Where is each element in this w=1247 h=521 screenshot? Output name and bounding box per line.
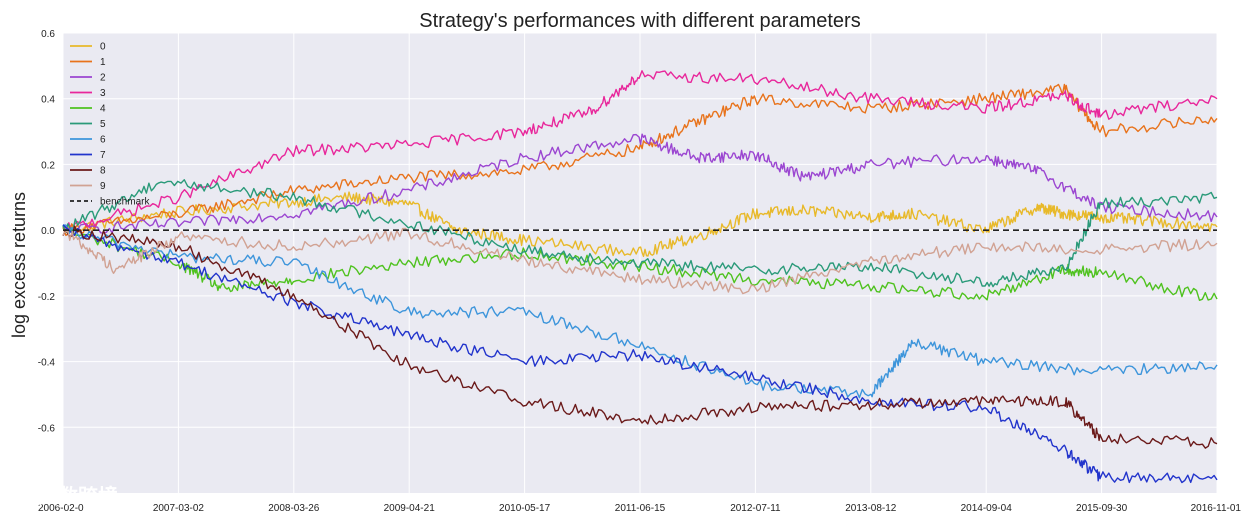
x-axis-ticks: 2006-02-0 2007-03-02 2008-03-26 2009-04-21 2… (38, 503, 1241, 514)
legend-label: 2 (100, 73, 106, 84)
y-tick-label: 0.0 (41, 226, 55, 237)
y-axis-label: log excess returns (9, 192, 29, 338)
series-line-3 (62, 70, 1218, 233)
x-tick-label: 2006-02-0 (38, 503, 84, 514)
x-tick-label: 2013-08-12 (845, 503, 897, 514)
legend-label: 5 (100, 119, 106, 130)
y-tick-label: 0.2 (41, 160, 55, 171)
legend-label: 4 (100, 104, 106, 115)
series-line-5 (62, 179, 1218, 288)
watermark: 大数跨境 (38, 484, 118, 508)
x-tick-label: 2012-07-11 (730, 503, 781, 514)
y-tick-label: -0.2 (38, 292, 56, 303)
x-tick-label: 2011-06-15 (615, 503, 666, 514)
x-tick-label: 2007-03-02 (153, 503, 205, 514)
legend-label: 8 (100, 166, 106, 177)
legend-label: 0 (100, 42, 106, 53)
y-tick-label: -0.6 (38, 423, 56, 434)
legend-label: 7 (100, 150, 106, 161)
y-tick-label: 0.4 (41, 95, 55, 106)
series-line-0 (62, 191, 1218, 258)
legend-label: 3 (100, 88, 106, 99)
legend-label: 9 (100, 181, 106, 192)
x-tick-label: 2010-05-17 (499, 503, 551, 514)
y-tick-label: 0.6 (41, 29, 55, 40)
series-line-7 (62, 224, 1218, 484)
x-tick-label: 2009-04-21 (384, 503, 436, 514)
chart-title: Strategy's performances with different p… (419, 10, 860, 32)
x-tick-label: 2008-03-26 (268, 503, 320, 514)
series-layer (62, 70, 1218, 484)
series-line-4 (62, 225, 1218, 301)
legend: 0 1 2 3 4 5 6 7 8 9 benchmark (70, 42, 150, 208)
x-tick-label: 2016-11-01 (1191, 503, 1242, 514)
x-tick-label: 2015-09-30 (1076, 503, 1128, 514)
legend-label: benchmark (100, 197, 150, 208)
legend-label: 1 (100, 57, 106, 68)
series-line-2 (62, 133, 1218, 235)
series-line-6 (63, 224, 1218, 399)
series-line-8 (62, 225, 1218, 449)
x-tick-label: 2014-09-04 (961, 503, 1013, 514)
y-tick-label: -0.4 (38, 358, 56, 369)
legend-label: 6 (100, 135, 106, 146)
series-line-9 (62, 227, 1218, 295)
y-axis-ticks: -0.6 -0.4 -0.2 0.0 0.2 0.4 0.6 (38, 29, 56, 434)
